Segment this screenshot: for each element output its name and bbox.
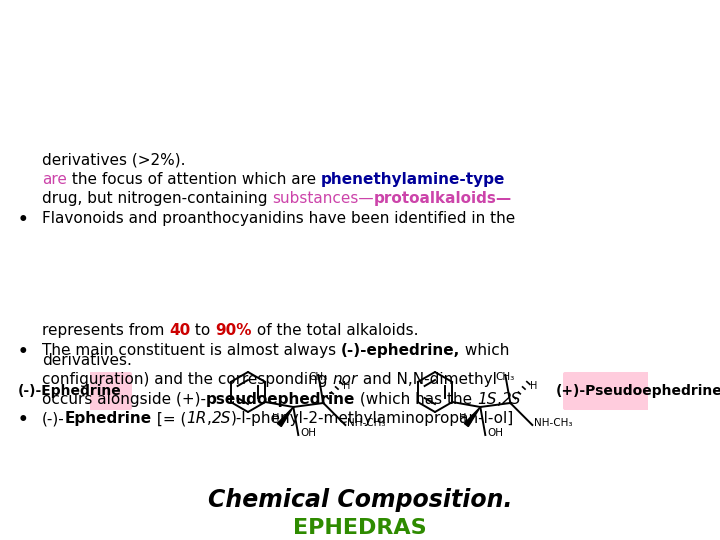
- Text: )-l-phenyl-2-methylaminopropan-l-ol]: )-l-phenyl-2-methylaminopropan-l-ol]: [231, 411, 514, 427]
- Text: (+)-Pseudoephedrine: (+)-Pseudoephedrine: [556, 384, 720, 398]
- Text: Flavonoids and proanthocyanidins have been identified in the: Flavonoids and proanthocyanidins have be…: [42, 211, 516, 226]
- Text: pseudoephedrine: pseudoephedrine: [206, 392, 356, 407]
- Text: OH: OH: [300, 428, 316, 438]
- Text: H: H: [459, 413, 466, 423]
- Text: which: which: [460, 343, 510, 358]
- Text: (-)-: (-)-: [42, 411, 65, 427]
- Text: of the total alkaloids.: of the total alkaloids.: [252, 323, 418, 339]
- Text: ,: ,: [207, 411, 212, 427]
- Text: H: H: [271, 413, 279, 423]
- Text: represents from: represents from: [42, 323, 169, 339]
- Text: H: H: [531, 381, 538, 391]
- Text: Chemical Composition.: Chemical Composition.: [208, 488, 512, 512]
- Text: are: are: [42, 172, 67, 187]
- Polygon shape: [464, 407, 480, 427]
- Text: ,: ,: [497, 392, 502, 407]
- Text: drug, but nitrogen-containing: drug, but nitrogen-containing: [42, 191, 272, 206]
- Text: [= (: [= (: [152, 411, 186, 427]
- Text: •: •: [18, 343, 29, 361]
- Text: and N,N-dimethyl: and N,N-dimethyl: [358, 373, 497, 388]
- Text: The main constituent is almost always: The main constituent is almost always: [42, 343, 341, 358]
- Text: substances—: substances—: [272, 191, 374, 206]
- Text: (-)-ephedrine,: (-)-ephedrine,: [341, 343, 460, 358]
- Text: phenethylamine-type: phenethylamine-type: [321, 172, 505, 187]
- FancyBboxPatch shape: [8, 372, 132, 410]
- Text: 40: 40: [169, 323, 191, 339]
- FancyBboxPatch shape: [563, 372, 715, 410]
- Text: H: H: [343, 381, 351, 391]
- Text: NH-CH₃: NH-CH₃: [534, 418, 573, 428]
- Text: occurs alongside (+)-: occurs alongside (+)-: [42, 392, 206, 407]
- Text: to: to: [191, 323, 215, 339]
- Text: •: •: [18, 411, 29, 429]
- Text: CH₃: CH₃: [495, 372, 515, 382]
- Text: EPHEDRAS: EPHEDRAS: [293, 518, 427, 538]
- Text: protoalkaloids—: protoalkaloids—: [374, 191, 512, 206]
- Text: CH₃: CH₃: [309, 372, 328, 382]
- Text: configuration) and the corresponding: configuration) and the corresponding: [42, 373, 333, 388]
- Text: (which has the: (which has the: [356, 392, 477, 407]
- Text: 1S: 1S: [477, 392, 497, 407]
- Text: 2S: 2S: [212, 411, 231, 427]
- Text: OH: OH: [487, 428, 503, 438]
- Text: NH-CH₃: NH-CH₃: [347, 418, 386, 428]
- Polygon shape: [277, 407, 293, 427]
- Text: derivatives (>2%).: derivatives (>2%).: [42, 152, 186, 167]
- Text: •: •: [18, 211, 29, 228]
- Text: 2S: 2S: [502, 392, 521, 407]
- Text: Ephedrine: Ephedrine: [65, 411, 152, 427]
- Text: the focus of attention which are: the focus of attention which are: [67, 172, 321, 187]
- Text: 90%: 90%: [215, 323, 252, 339]
- Text: nor: nor: [333, 373, 358, 388]
- Text: derivatives.: derivatives.: [42, 353, 132, 368]
- Text: (-)-Ephedrine: (-)-Ephedrine: [18, 384, 122, 398]
- Text: 1R: 1R: [186, 411, 207, 427]
